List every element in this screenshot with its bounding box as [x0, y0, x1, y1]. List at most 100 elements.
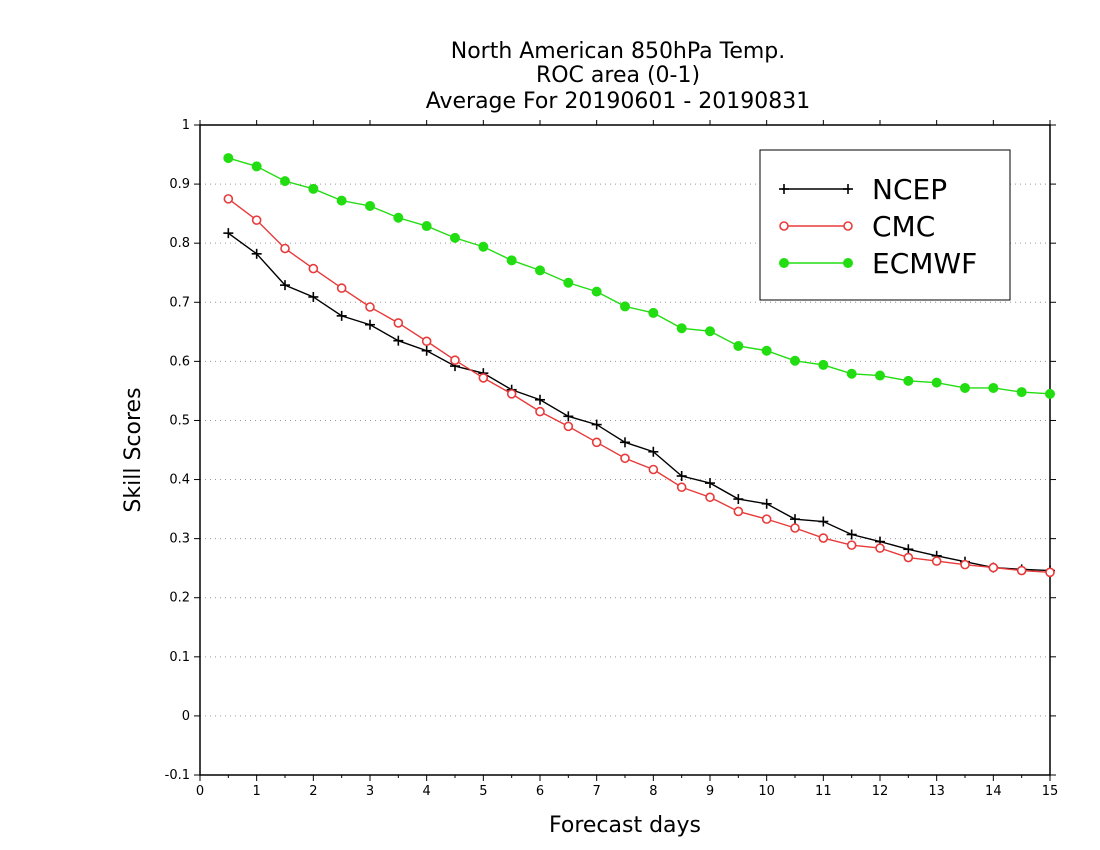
x-tick-label: 12 — [872, 784, 889, 799]
y-axis-label: Skill Scores — [121, 387, 146, 512]
data-point-ecmwf — [280, 176, 290, 187]
data-point-ecmwf — [620, 301, 630, 312]
data-point-ecmwf — [421, 221, 432, 232]
y-tick-label: 0.4 — [169, 473, 190, 488]
data-point-cmc — [846, 540, 857, 550]
legend-label: ECMWF — [872, 247, 977, 280]
legend-label: NCEP — [872, 173, 947, 206]
y-tick-label: 0.9 — [169, 177, 190, 192]
x-tick-label: 1 — [253, 784, 261, 799]
data-point-ecmwf — [733, 341, 744, 351]
data-point-ecmwf — [960, 382, 970, 393]
data-point-cmc — [450, 355, 460, 365]
data-point-cmc — [1016, 565, 1027, 576]
x-tick-label: 13 — [928, 784, 945, 799]
data-point-ecmwf — [1016, 387, 1027, 398]
x-tick-label: 10 — [758, 784, 775, 799]
data-point-cmc — [761, 514, 772, 524]
data-point-ecmwf — [761, 345, 772, 356]
series-line-ncep — [227, 232, 1051, 572]
data-point-ecmwf — [846, 368, 857, 379]
data-point-cmc — [931, 556, 942, 566]
x-tick-label: 7 — [593, 784, 601, 799]
y-tick-label: 0.8 — [169, 236, 190, 251]
data-point-ecmwf — [308, 183, 319, 194]
data-point-ecmwf — [931, 377, 942, 388]
data-point-cmc — [251, 215, 262, 225]
legend-marker — [779, 221, 789, 231]
chart-title-line-3: Average For 20190601 - 20190831 — [426, 89, 811, 114]
x-tick-label: 4 — [423, 784, 431, 799]
legend-marker — [843, 221, 853, 231]
chart-title-line-1: North American 850hPa Temp. — [451, 39, 786, 64]
data-point-cmc — [393, 318, 404, 328]
y-tick-label: -0.1 — [165, 768, 190, 783]
legend: NCEP CMC ECMWF — [759, 149, 1011, 301]
data-point-cmc — [506, 389, 517, 399]
y-tick-label: 0.2 — [169, 591, 190, 606]
y-tick-label: 0.5 — [169, 413, 190, 428]
axis-ticks: -0.100.10.20.30.40.50.60.70.80.910 1 2 3 4 5 6… — [165, 118, 1059, 799]
data-point-cmc — [535, 406, 545, 417]
data-point-ecmwf — [648, 307, 659, 318]
x-tick-label: 8 — [649, 784, 657, 799]
data-point-ecmwf — [676, 323, 687, 334]
data-point-ecmwf — [591, 286, 602, 297]
data-point-cmc — [563, 421, 574, 432]
x-tick-label: 11 — [815, 784, 832, 799]
y-tick-label: 0.7 — [169, 295, 190, 310]
data-point-ecmwf — [790, 355, 800, 366]
y-tick-label: 0.3 — [169, 532, 190, 547]
data-point-cmc — [591, 437, 602, 448]
x-tick-label: 3 — [366, 784, 374, 799]
data-point-ecmwf — [535, 265, 545, 276]
x-tick-label: 6 — [536, 784, 544, 799]
data-point-cmc — [308, 263, 319, 274]
y-tick-label: 0 — [182, 709, 190, 724]
series-group — [223, 153, 1055, 578]
x-tick-label: 0 — [196, 784, 204, 799]
data-point-cmc — [790, 523, 800, 533]
data-point-cmc — [478, 373, 489, 383]
legend-items: NCEP CMC ECMWF — [779, 173, 977, 280]
legend-marker — [779, 258, 789, 268]
data-point-cmc — [733, 506, 744, 517]
data-point-ecmwf — [506, 255, 517, 266]
data-point-ecmwf — [251, 161, 262, 172]
data-point-cmc — [1045, 567, 1055, 578]
y-tick-label: 0.6 — [169, 354, 190, 369]
data-point-cmc — [421, 336, 432, 347]
x-tick-label: 9 — [706, 784, 714, 799]
data-point-ecmwf — [563, 277, 574, 288]
data-point-cmc — [223, 194, 234, 204]
x-tick-label: 5 — [479, 784, 487, 799]
legend-marker — [843, 258, 853, 268]
data-point-ecmwf — [875, 370, 885, 381]
x-tick-label: 14 — [985, 784, 1002, 799]
data-point-cmc — [280, 243, 290, 254]
data-point-ecmwf — [223, 153, 234, 164]
data-point-ecmwf — [1045, 388, 1055, 399]
data-point-cmc — [988, 562, 999, 573]
data-point-cmc — [365, 302, 375, 312]
data-point-cmc — [620, 453, 630, 464]
legend-label: CMC — [872, 210, 935, 243]
data-point-ecmwf — [365, 200, 375, 211]
data-point-cmc — [818, 533, 829, 543]
x-axis-label: Forecast days — [549, 813, 701, 838]
x-tick-label: 15 — [1042, 784, 1059, 799]
series-ecmwf — [223, 153, 1055, 399]
data-point-ecmwf — [478, 241, 489, 252]
data-point-cmc — [903, 552, 914, 563]
series-cmc — [223, 194, 1055, 578]
legend-box — [759, 149, 1011, 301]
series-ncep — [223, 228, 1055, 576]
data-point-cmc — [336, 283, 347, 293]
data-point-ecmwf — [393, 212, 404, 223]
data-point-ecmwf — [336, 195, 347, 206]
data-point-ecmwf — [818, 359, 829, 370]
data-point-cmc — [648, 464, 659, 475]
y-tick-label: 1 — [182, 118, 190, 133]
y-tick-label: 0.1 — [169, 650, 190, 665]
chart-title: North American 850hPa Temp. ROC area (0-… — [426, 39, 811, 114]
